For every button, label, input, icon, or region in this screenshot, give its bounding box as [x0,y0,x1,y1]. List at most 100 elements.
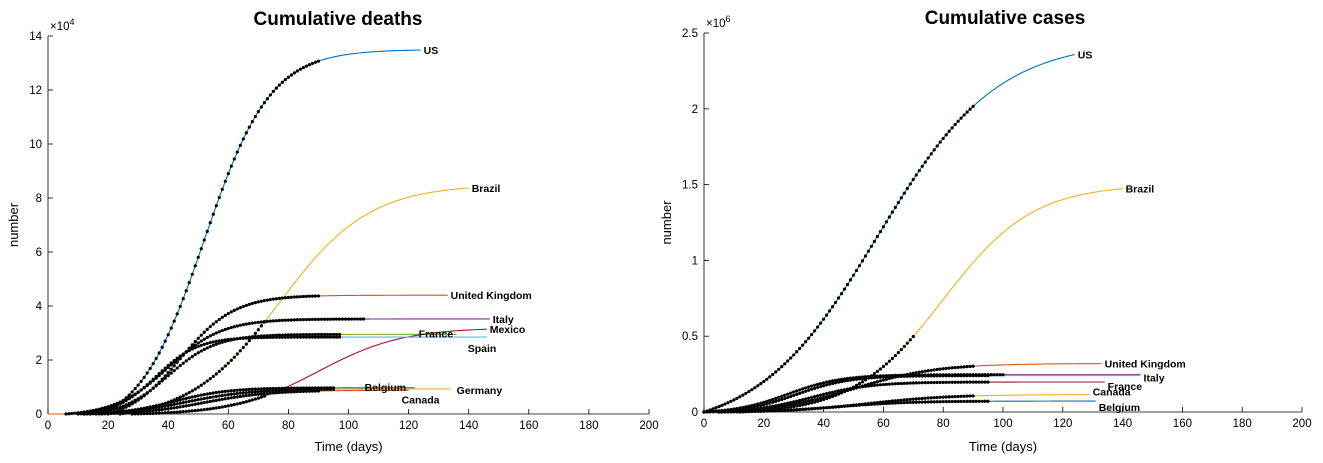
data-point [160,404,164,409]
data-point [214,204,218,208]
data-point [178,304,182,309]
data-point [872,375,877,380]
data-point [316,389,321,393]
x-tick-label: 120 [399,420,418,432]
data-point [980,399,984,403]
data-point [241,394,245,398]
data-point [965,399,969,403]
series-points-us [702,104,975,414]
data-point [908,400,912,405]
data-point [810,332,814,337]
data-point [199,349,203,353]
data-point [833,378,838,382]
data-point [774,370,778,374]
data-point [827,379,832,384]
data-point [899,374,903,378]
data-point [953,380,957,384]
data-point [175,356,179,360]
data-point [304,333,309,337]
data-point [190,395,194,399]
data-point [875,234,880,239]
data-point [151,386,155,390]
data-point [193,387,197,391]
data-point [322,332,327,337]
data-point [172,399,176,403]
data-point [142,385,146,390]
data-point [977,399,981,403]
data-point [917,400,921,404]
data-point [908,182,912,186]
data-point [813,386,817,390]
data-point [268,319,272,323]
data-point [187,281,191,285]
data-point [148,406,152,411]
data-point [830,305,835,309]
data-point [807,388,811,392]
data-point [163,366,167,370]
data-point [163,339,167,343]
data-point [271,297,275,301]
data-point [265,319,269,323]
x-tick-label: 180 [1233,418,1252,430]
data-point [935,395,939,400]
data-point [313,389,318,393]
data-point [896,398,900,403]
data-point [968,374,972,378]
data-point [947,374,951,378]
data-point [208,344,212,349]
data-point [169,326,173,330]
data-point [199,408,203,412]
data-point [953,399,957,404]
data-point [268,297,272,302]
data-point [151,406,155,410]
data-point [232,403,236,407]
data-point [944,366,948,371]
data-point [337,332,342,337]
data-point [181,404,185,408]
data-point [199,393,203,397]
data-point [798,401,802,405]
data-point [241,304,245,309]
data-point [741,393,745,397]
data-point [774,396,778,401]
data-point [262,394,266,398]
chart-title: Cumulative cases [925,8,1086,29]
data-point [884,362,888,366]
data-point [205,341,209,346]
data-point [875,369,880,373]
data-point [310,317,315,322]
data-point [878,379,883,383]
data-point [848,378,853,382]
data-point [723,402,727,406]
data-point [202,400,206,405]
data-point [241,336,245,340]
data-point [830,379,835,383]
data-point [884,382,888,386]
data-point [199,401,203,405]
data-point [166,363,170,368]
data-point [941,395,945,399]
series-label-us: US [1078,50,1093,62]
data-point [762,403,766,407]
data-point [887,401,891,405]
data-point [801,390,805,394]
data-point [247,393,251,397]
data-point [857,377,862,381]
data-point [136,397,140,401]
series-label-germany: Germany [457,385,503,397]
data-point [181,352,185,356]
data-point [801,407,805,411]
data-point [175,399,179,403]
series-points-mexico [130,394,266,416]
data-point [896,200,900,205]
data-point [887,382,891,386]
data-point [836,380,841,384]
data-point [854,403,859,407]
data-point [908,374,912,378]
series-points-canada [94,389,321,416]
data-point [337,317,342,321]
data-point [869,376,874,380]
y-tick-label: 2 [692,104,698,116]
data-point [878,383,883,387]
data-point [286,295,290,300]
